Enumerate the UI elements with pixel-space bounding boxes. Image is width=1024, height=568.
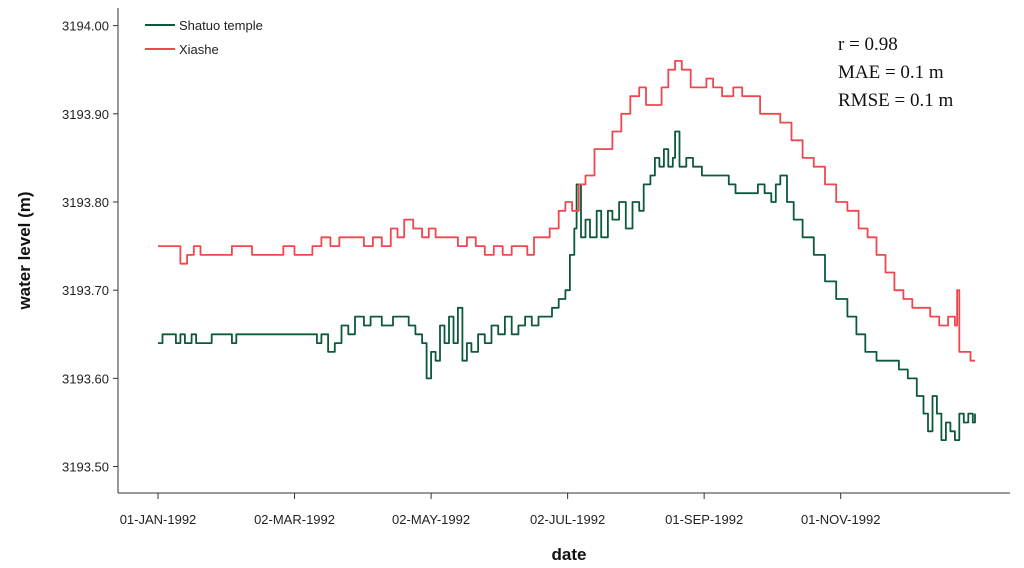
y-tick-label: 3193.80 <box>62 195 109 210</box>
legend-label: Shatuo temple <box>179 18 263 33</box>
x-tick-label: 01-JAN-1992 <box>120 512 197 527</box>
x-tick-label: 02-JUL-1992 <box>530 512 605 527</box>
stat-annotation: RMSE = 0.1 m <box>838 90 953 111</box>
y-tick-label: 3193.60 <box>62 371 109 386</box>
x-tick-label: 02-MAR-1992 <box>254 512 335 527</box>
series-line-shatuo-temple <box>158 130 976 441</box>
y-tick-label: 3194.00 <box>62 19 109 34</box>
series-line-xiashe <box>158 60 975 362</box>
y-tick-label: 3193.50 <box>62 460 109 475</box>
x-tick-label: 01-SEP-1992 <box>665 512 743 527</box>
x-axis-title: date <box>552 545 587 564</box>
y-axis-title: water level (m) <box>15 191 34 310</box>
legend-label: Xiashe <box>179 42 219 57</box>
x-tick-label: 01-NOV-1992 <box>801 512 881 527</box>
y-tick-label: 3193.90 <box>62 107 109 122</box>
y-tick-label: 3193.70 <box>62 283 109 298</box>
x-tick-label: 02-MAY-1992 <box>392 512 470 527</box>
stat-annotation: r = 0.98 <box>838 34 898 55</box>
stat-annotation: MAE = 0.1 m <box>838 62 944 83</box>
